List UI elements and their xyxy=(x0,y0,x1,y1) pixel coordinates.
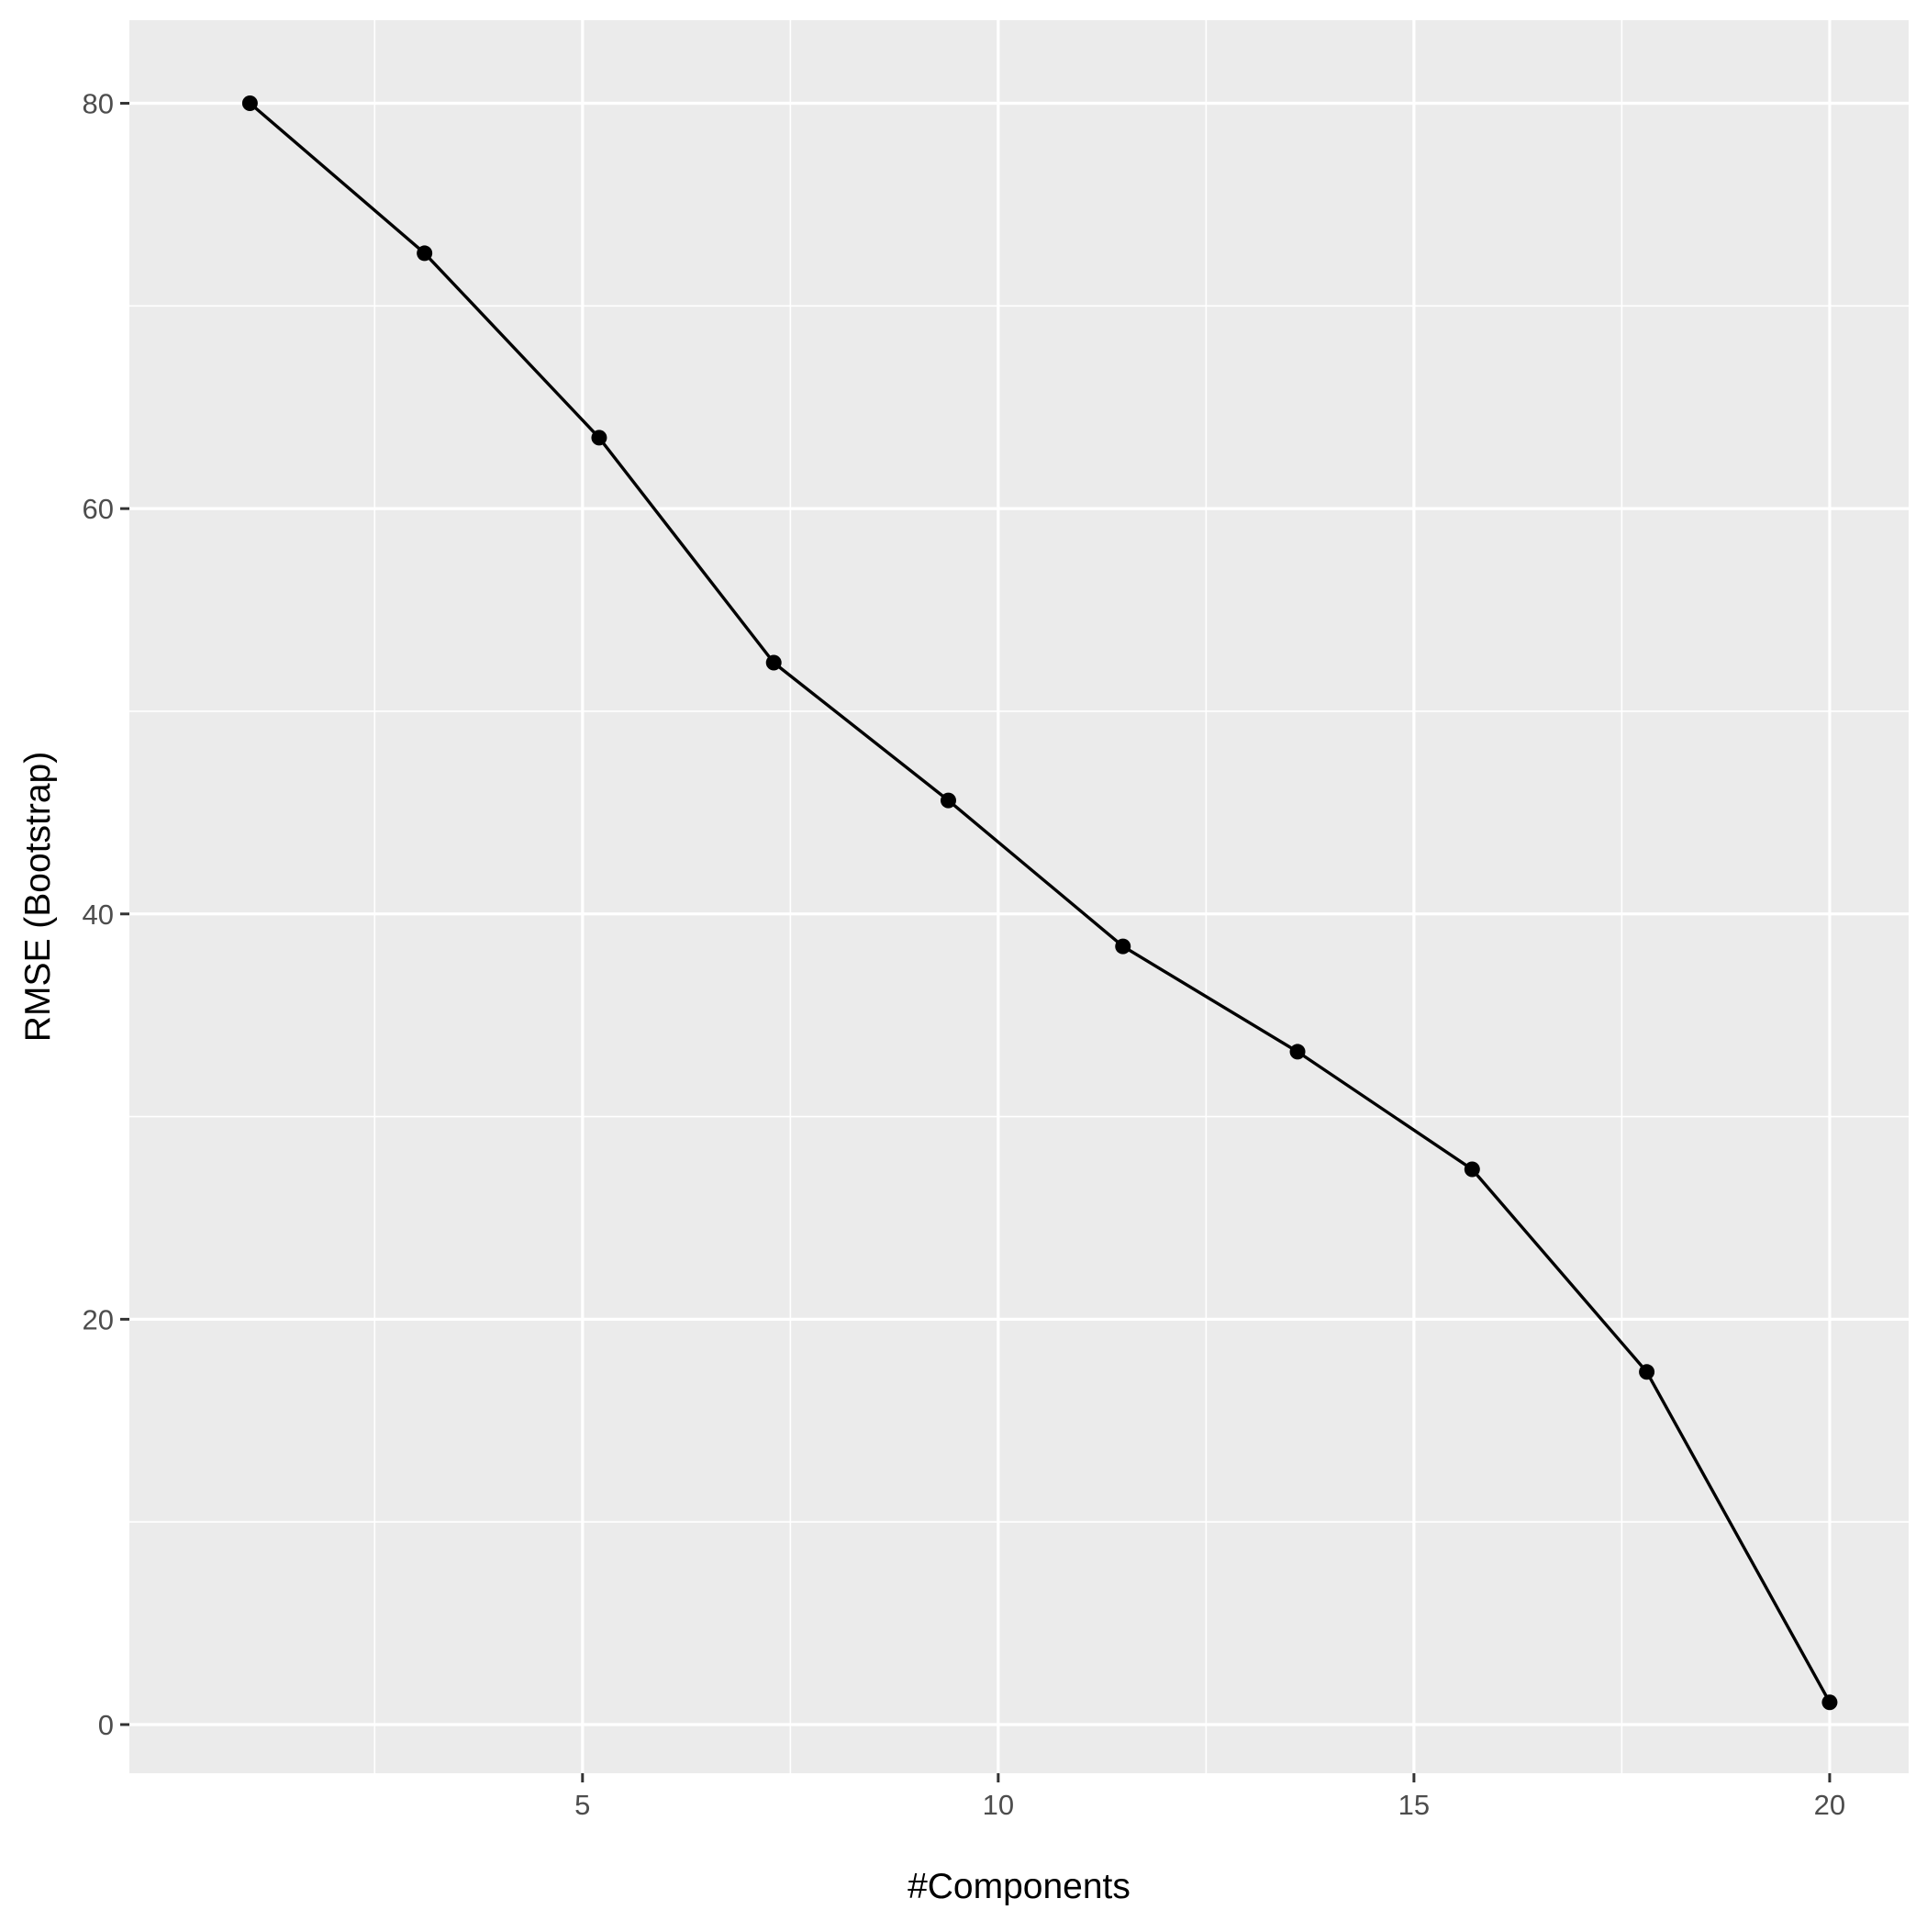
data-point xyxy=(1639,1364,1655,1380)
y-axis: 0 20 40 60 80 xyxy=(83,88,129,1741)
x-tick-label: 20 xyxy=(1814,1789,1845,1821)
y-tick-label: 20 xyxy=(83,1303,114,1335)
major-gridlines xyxy=(129,20,1909,1773)
series-line xyxy=(248,101,1832,1704)
y-tick-label: 80 xyxy=(83,88,114,120)
data-point xyxy=(940,792,956,809)
minor-gridlines xyxy=(129,20,1909,1773)
data-point xyxy=(241,95,258,112)
x-axis-title: #Components xyxy=(908,1867,1131,1906)
x-axis: 5 10 15 20 xyxy=(574,1773,1845,1821)
plot-panel xyxy=(129,20,1909,1773)
x-tick-label: 15 xyxy=(1398,1789,1430,1821)
data-point xyxy=(765,654,782,671)
series-layer xyxy=(248,101,1832,1704)
data-point xyxy=(1464,1161,1480,1178)
x-tick-label: 5 xyxy=(574,1789,590,1821)
y-tick-label: 0 xyxy=(98,1709,114,1741)
x-tick-label: 10 xyxy=(983,1789,1014,1821)
data-point xyxy=(417,245,433,262)
points-layer xyxy=(241,95,1838,1711)
data-point xyxy=(1289,1044,1306,1060)
data-point xyxy=(1821,1694,1838,1711)
data-point xyxy=(1115,938,1131,955)
y-tick-label: 40 xyxy=(83,899,114,931)
data-point xyxy=(591,430,607,446)
y-axis-title: RMSE (Bootstrap) xyxy=(18,752,58,1042)
y-tick-label: 60 xyxy=(83,493,114,525)
